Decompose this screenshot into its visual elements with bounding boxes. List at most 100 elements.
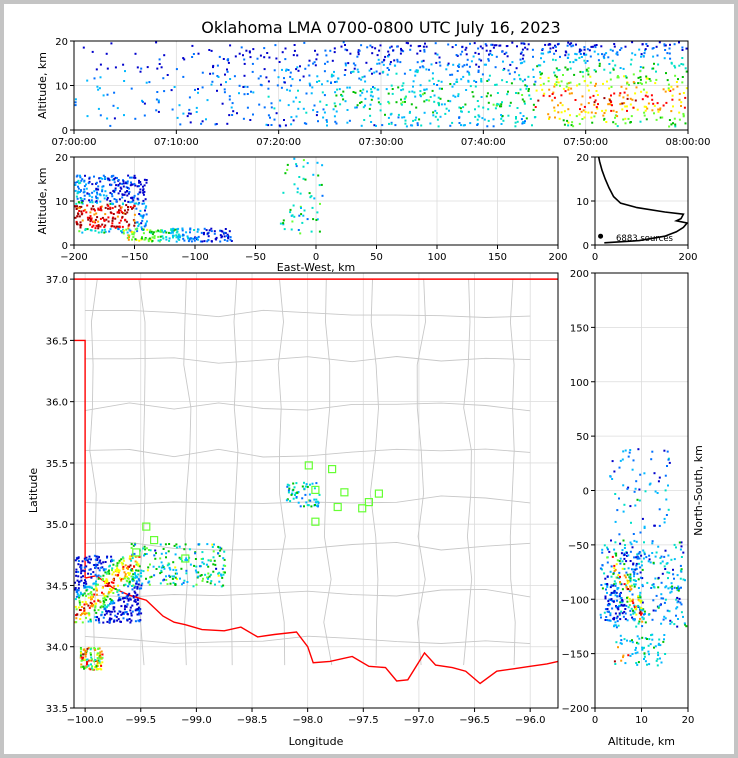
- plan-view-source-point: [127, 577, 130, 580]
- ew-altitude-source-point: [190, 240, 193, 243]
- ew-altitude-source-point: [208, 229, 211, 232]
- plan-view-source-point: [221, 567, 224, 570]
- ew-altitude-source-point: [197, 228, 200, 231]
- time-altitude-source-point: [314, 64, 317, 67]
- plan-view-source-point: [114, 614, 117, 617]
- plan-view-source-point: [75, 608, 78, 611]
- altitude-ns-source-point: [676, 589, 679, 591]
- time-altitude-source-point: [586, 84, 589, 87]
- ew-altitude-source-point: [104, 178, 107, 180]
- plan-view-source-point: [76, 593, 79, 595]
- ew-altitude-source-point: [80, 205, 83, 208]
- plan-view-source-point: [104, 568, 107, 571]
- altitude-ns-source-point: [663, 449, 666, 452]
- time-altitude-source-point: [403, 72, 406, 75]
- plan-view-source-point: [97, 619, 100, 622]
- time-altitude-source-point: [575, 115, 578, 118]
- time-altitude-source-point: [598, 65, 601, 67]
- time-altitude-source-point: [182, 57, 185, 60]
- altitude-ns-source-point: [663, 615, 666, 618]
- altitude-ns-source-point: [613, 618, 615, 621]
- time-altitude-source-point: [97, 107, 100, 110]
- time-altitude-source-point: [352, 91, 355, 93]
- time-altitude-source-point: [596, 94, 599, 96]
- time-altitude-source-point: [187, 112, 190, 115]
- ew-altitude-source-point: [107, 177, 110, 180]
- time-altitude-source-point: [356, 68, 359, 71]
- time-altitude-source-point: [490, 43, 493, 46]
- altitude-ns-source-point: [631, 616, 634, 619]
- ew-altitude-source-point: [99, 194, 102, 197]
- plan-view-source-point: [131, 585, 133, 587]
- altitude-ns-source-point: [620, 600, 623, 603]
- lma-figure: Oklahoma LMA 0700-0800 UTC July 16, 2023…: [27, 18, 710, 748]
- time-altitude-source-point: [400, 98, 402, 101]
- time-altitude-source-point: [371, 46, 374, 49]
- time-altitude-source-point: [134, 52, 137, 55]
- time-altitude-source-point: [266, 52, 269, 54]
- county-line: [85, 309, 531, 318]
- time-altitude-source-point: [595, 82, 597, 85]
- time-altitude-source-point: [160, 66, 163, 69]
- ew-altitude-source-point: [282, 219, 285, 222]
- altitude-ns-source-point: [676, 601, 679, 604]
- ew-altitude-source-point: [145, 205, 148, 208]
- ew-altitude-source-point: [124, 218, 127, 221]
- time-altitude-source-point: [373, 71, 376, 74]
- altitude-ns-source-point: [608, 550, 611, 553]
- ew-altitude-source-point: [91, 201, 94, 204]
- plan-view-source-point: [160, 571, 163, 573]
- time-altitude-source-point: [477, 65, 480, 68]
- plan-view-source-point: [105, 610, 108, 613]
- ew-altitude-xlabel: East-West, km: [277, 261, 355, 274]
- plan-view-source-point: [99, 653, 102, 656]
- plan-view-source-point: [85, 666, 88, 669]
- time-altitude-source-point: [392, 49, 395, 52]
- altitude-ns-source-point: [636, 651, 639, 654]
- ew-altitude-source-point: [133, 219, 136, 222]
- time-altitude-xtick-label: 07:10:00: [154, 137, 199, 148]
- altitude-ns-source-point: [639, 601, 642, 604]
- ew-altitude-source-point: [99, 180, 102, 183]
- plan-view-source-point: [286, 485, 289, 488]
- time-altitude-source-point: [582, 109, 585, 112]
- time-altitude-source-point: [395, 101, 398, 104]
- time-altitude-source-point: [370, 121, 373, 123]
- time-altitude-source-point: [487, 101, 490, 104]
- time-altitude-source-point: [611, 104, 613, 107]
- time-altitude-source-point: [425, 68, 428, 71]
- time-altitude-source-point: [434, 42, 437, 45]
- plan-view-xtick-label: −96.0: [515, 715, 546, 726]
- time-altitude-source-point: [369, 94, 372, 97]
- plan-view-source-point: [101, 653, 104, 656]
- altitude-ns-ytick-label: −100: [562, 595, 589, 606]
- plan-view-source-point: [131, 604, 134, 607]
- plan-view-source-point: [172, 581, 175, 584]
- time-altitude-source-point: [226, 68, 228, 71]
- altitude-ns-source-point: [615, 591, 618, 594]
- altitude-ns-source-point: [666, 450, 669, 453]
- ew-altitude-source-point: [143, 202, 146, 205]
- plan-view-source-point: [104, 561, 107, 563]
- altitude-ns-source-point: [622, 510, 625, 513]
- ew-altitude-source-point: [226, 233, 229, 236]
- altitude-ns-source-point: [667, 508, 670, 511]
- plan-view-source-point: [112, 578, 115, 581]
- ew-altitude-source-point: [159, 229, 162, 232]
- plan-view-source-point: [87, 604, 90, 607]
- altitude-ns-source-point: [634, 652, 637, 655]
- ew-altitude-source-point: [76, 223, 78, 226]
- time-altitude-source-point: [326, 80, 329, 83]
- time-altitude-source-point: [645, 43, 648, 45]
- time-altitude-source-point: [458, 116, 461, 119]
- plan-view-source-point: [117, 561, 120, 564]
- time-altitude-source-point: [290, 116, 293, 119]
- time-altitude-source-point: [555, 81, 558, 84]
- ew-altitude-source-point: [95, 212, 98, 215]
- time-altitude-source-point: [293, 44, 296, 46]
- time-altitude-source-point: [390, 122, 393, 125]
- time-altitude-source-point: [614, 122, 617, 125]
- plan-view-source-point: [186, 559, 189, 562]
- altitude-ns-source-point: [629, 449, 632, 451]
- ew-altitude-source-point: [126, 182, 129, 185]
